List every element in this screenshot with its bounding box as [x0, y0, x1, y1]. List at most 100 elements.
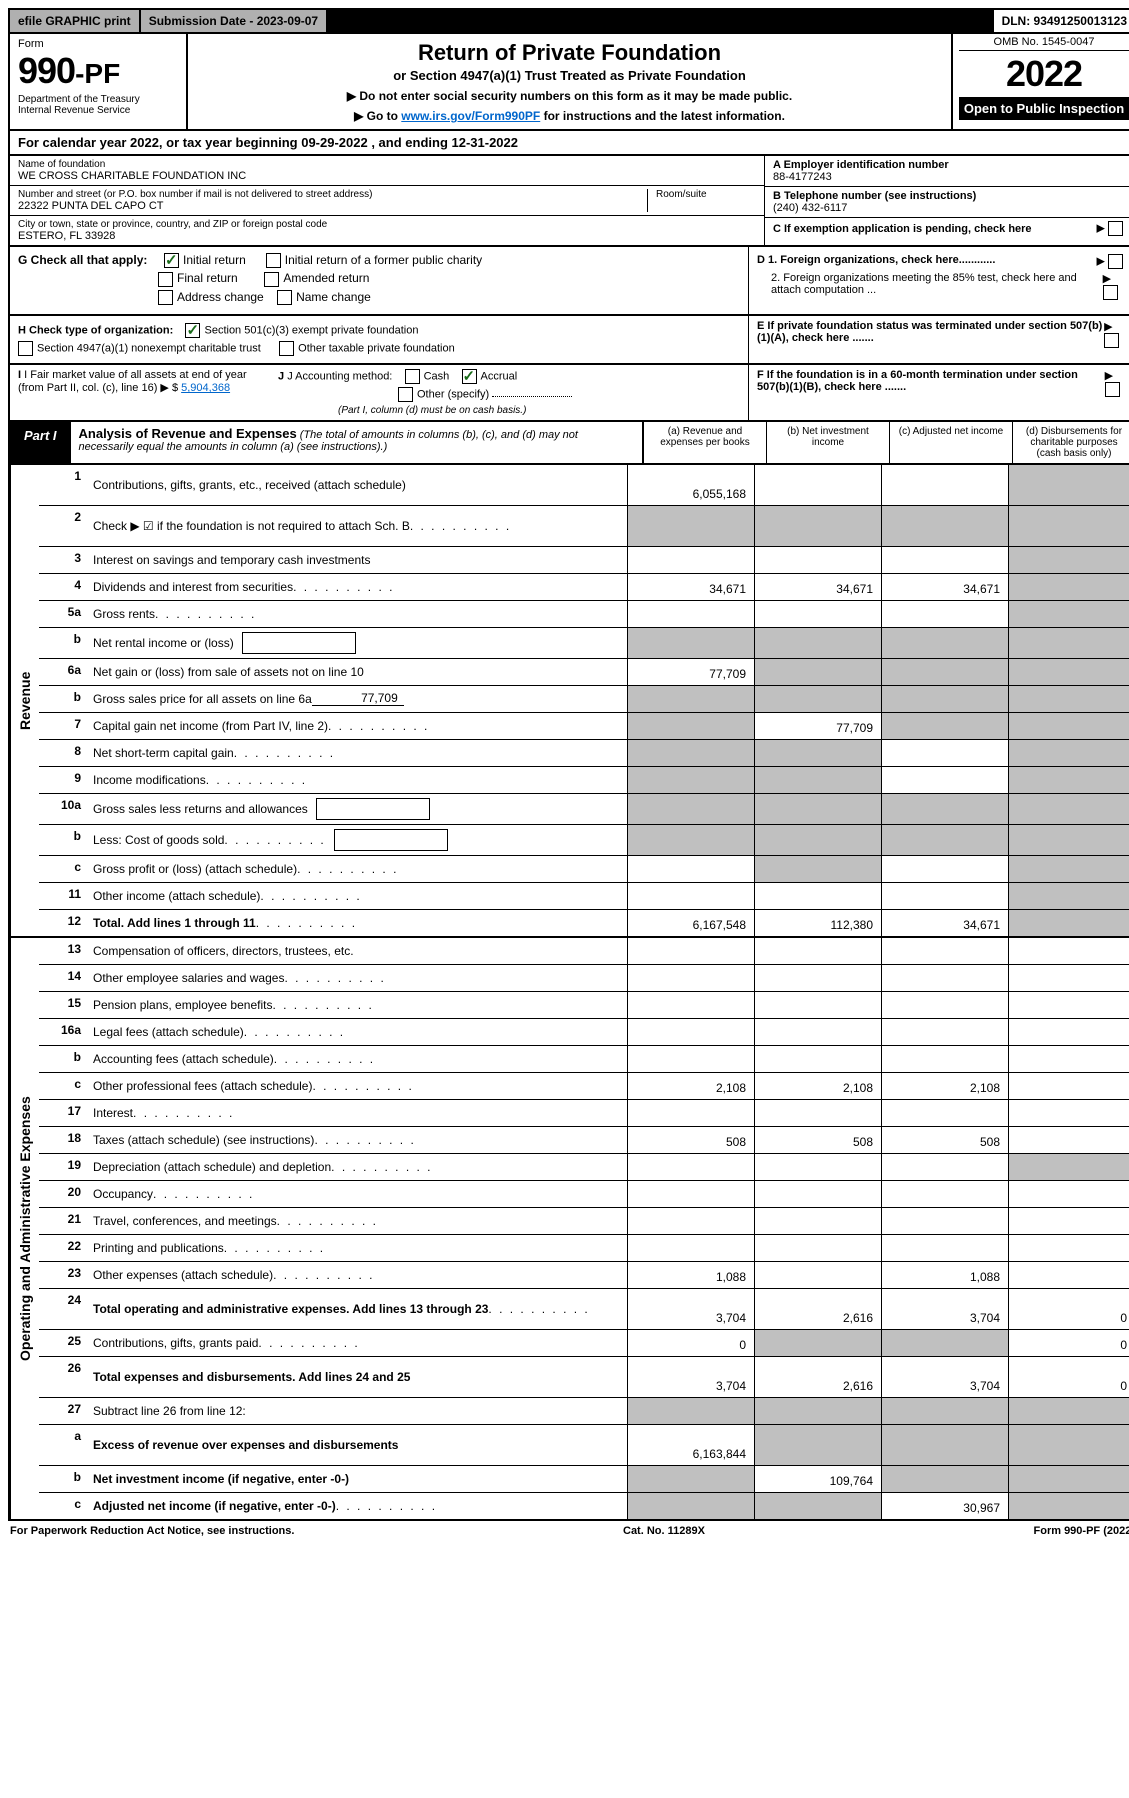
cell-b: 2,616 — [754, 1357, 881, 1397]
ein-cell: A Employer identification number 88-4177… — [765, 156, 1129, 187]
name-change-cb[interactable] — [277, 290, 292, 305]
h-501c3-cb[interactable] — [185, 323, 200, 338]
cell-b: 2,616 — [754, 1289, 881, 1329]
part1-label: Part I — [10, 422, 71, 463]
table-row: bNet investment income (if negative, ent… — [39, 1466, 1129, 1493]
cell-c: 30,967 — [881, 1493, 1008, 1519]
cell-b: 109,764 — [754, 1466, 881, 1492]
cell-c — [881, 1208, 1008, 1234]
row-number: c — [39, 856, 87, 882]
cell-c — [881, 465, 1008, 505]
row-number: c — [39, 1493, 87, 1519]
c-checkbox[interactable]: ▶ — [1096, 221, 1127, 236]
row-number: b — [39, 825, 87, 855]
table-row: 6aNet gain or (loss) from sale of assets… — [39, 659, 1129, 686]
instr-2: ▶ Go to www.irs.gov/Form990PF for instru… — [208, 109, 931, 123]
cell-b — [754, 1154, 881, 1180]
table-row: 11Other income (attach schedule) — [39, 883, 1129, 910]
cell-c — [881, 686, 1008, 712]
row-desc: Subtract line 26 from line 12: — [87, 1398, 627, 1424]
cell-b — [754, 547, 881, 573]
name-label: Name of foundation — [18, 159, 756, 170]
row-number: 3 — [39, 547, 87, 573]
row-desc: Other employee salaries and wages — [87, 965, 627, 991]
j-cash-cb[interactable] — [405, 369, 420, 384]
amended-cb[interactable] — [264, 272, 279, 287]
row-number: 24 — [39, 1289, 87, 1329]
table-row: 7Capital gain net income (from Part IV, … — [39, 713, 1129, 740]
addr-label: Number and street (or P.O. box number if… — [18, 189, 639, 200]
table-row: cOther professional fees (attach schedul… — [39, 1073, 1129, 1100]
cell-d — [1008, 628, 1129, 658]
row-desc: Net rental income or (loss) — [87, 628, 627, 658]
cell-b: 2,108 — [754, 1073, 881, 1099]
address-cell: Number and street (or P.O. box number if… — [10, 186, 764, 216]
cell-b — [754, 1100, 881, 1126]
phone-value: (240) 432-6117 — [773, 202, 1127, 214]
cell-c — [881, 767, 1008, 793]
fmv-link[interactable]: 5,904,368 — [181, 382, 230, 394]
table-row: 21Travel, conferences, and meetings — [39, 1208, 1129, 1235]
cell-d — [1008, 965, 1129, 991]
addr-change-cb[interactable] — [158, 290, 173, 305]
table-row: 18Taxes (attach schedule) (see instructi… — [39, 1127, 1129, 1154]
row-desc: Printing and publications — [87, 1235, 627, 1261]
j-other-cb[interactable] — [398, 387, 413, 402]
irs-link[interactable]: www.irs.gov/Form990PF — [401, 109, 540, 123]
f-cb[interactable]: ▶ — [1105, 369, 1127, 397]
foundation-name: WE CROSS CHARITABLE FOUNDATION INC — [18, 170, 756, 182]
d2-cb[interactable]: ▶ — [1103, 272, 1127, 300]
h-4947-cb[interactable] — [18, 341, 33, 356]
table-row: cAdjusted net income (if negative, enter… — [39, 1493, 1129, 1519]
initial-former-cb[interactable] — [266, 253, 281, 268]
cell-c — [881, 1181, 1008, 1207]
cell-c — [881, 992, 1008, 1018]
foundation-city: ESTERO, FL 33928 — [18, 230, 756, 242]
department: Department of the Treasury Internal Reve… — [18, 94, 178, 116]
row-desc: Total. Add lines 1 through 11 — [87, 910, 627, 936]
row-desc: Contributions, gifts, grants paid — [87, 1330, 627, 1356]
row-desc: Gross rents — [87, 601, 627, 627]
row-desc: Adjusted net income (if negative, enter … — [87, 1493, 627, 1519]
h-other-cb[interactable] — [279, 341, 294, 356]
cell-c: 34,671 — [881, 574, 1008, 600]
cell-b — [754, 992, 881, 1018]
final-return-cb[interactable] — [158, 272, 173, 287]
d1-cb[interactable]: ▶ — [1096, 254, 1127, 269]
row-number: b — [39, 628, 87, 658]
section-h-e: H Check type of organization: Section 50… — [8, 316, 1129, 365]
cell-d — [1008, 767, 1129, 793]
row-number: 18 — [39, 1127, 87, 1153]
e-section: E If private foundation status was termi… — [748, 316, 1129, 363]
table-row: 14Other employee salaries and wages — [39, 965, 1129, 992]
ij-section: I I Fair market value of all assets at e… — [10, 365, 748, 420]
initial-return-cb[interactable] — [164, 253, 179, 268]
cell-a — [627, 1208, 754, 1234]
table-row: 19Depreciation (attach schedule) and dep… — [39, 1154, 1129, 1181]
cell-a — [627, 1154, 754, 1180]
cell-d — [1008, 686, 1129, 712]
revenue-table: Revenue 1Contributions, gifts, grants, e… — [8, 465, 1129, 938]
efile-label: efile GRAPHIC print — [10, 10, 139, 32]
cell-d — [1008, 1046, 1129, 1072]
cell-a — [627, 938, 754, 964]
cell-a — [627, 965, 754, 991]
table-row: 3Interest on savings and temporary cash … — [39, 547, 1129, 574]
e-cb[interactable]: ▶ — [1104, 320, 1127, 348]
revenue-body: 1Contributions, gifts, grants, etc., rec… — [39, 465, 1129, 936]
table-row: bGross sales price for all assets on lin… — [39, 686, 1129, 713]
foundation-name-cell: Name of foundation WE CROSS CHARITABLE F… — [10, 156, 764, 186]
row-number: 10a — [39, 794, 87, 824]
cell-a — [627, 825, 754, 855]
row-number: 12 — [39, 910, 87, 936]
j-accrual-cb[interactable] — [462, 369, 477, 384]
row-number: 8 — [39, 740, 87, 766]
row-desc: Less: Cost of goods sold — [87, 825, 627, 855]
top-bar: efile GRAPHIC print Submission Date - 20… — [8, 8, 1129, 34]
row-number: 21 — [39, 1208, 87, 1234]
cell-c — [881, 856, 1008, 882]
cell-d — [1008, 1100, 1129, 1126]
row-desc: Interest — [87, 1100, 627, 1126]
cell-a: 6,055,168 — [627, 465, 754, 505]
row-desc: Net gain or (loss) from sale of assets n… — [87, 659, 627, 685]
